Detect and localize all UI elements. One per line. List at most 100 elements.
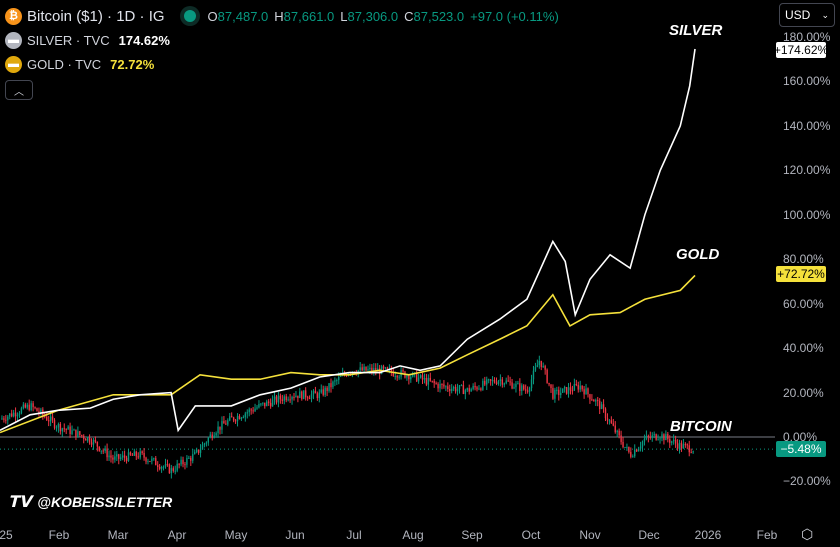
bitcoin-candle <box>211 434 213 438</box>
bitcoin-candle <box>669 439 671 443</box>
bitcoin-candle <box>106 448 108 458</box>
bitcoin-candle <box>563 387 566 389</box>
bitcoin-candle <box>229 416 231 421</box>
bitcoin-candle <box>452 387 455 389</box>
bitcoin-candle <box>104 448 106 451</box>
main-symbol-row[interactable]: ₿ Bitcoin ($1) · 1D · IG O87,487.0 H87,6… <box>5 4 559 28</box>
bitcoin-candle <box>26 404 28 408</box>
bitcoin-candle <box>478 388 480 390</box>
bitcoin-candle <box>523 385 525 390</box>
bitcoin-candle <box>458 385 461 390</box>
bitcoin-candle <box>180 459 182 465</box>
bitcoin-candle <box>38 411 40 414</box>
bitcoin-candle <box>18 413 21 415</box>
bitcoin-candle <box>34 407 36 409</box>
bitcoin-candle <box>690 452 692 454</box>
bitcoin-candle <box>480 388 482 390</box>
bitcoin-candle <box>75 429 77 438</box>
bitcoin-candle <box>262 402 264 404</box>
bitcoin-candle <box>552 388 554 399</box>
bitcoin-candle <box>61 428 64 432</box>
bitcoin-candle <box>608 420 611 422</box>
bitcoin-candle <box>133 451 136 456</box>
bitcoin-candle <box>162 466 165 468</box>
bitcoin-candle <box>410 376 412 380</box>
y-axis-label: 180.00% <box>783 30 831 45</box>
bitcoin-candle <box>361 367 363 371</box>
bitcoin-candle <box>558 389 560 396</box>
bitcoin-candle <box>338 376 340 381</box>
symbol-title[interactable]: Bitcoin ($1) · 1D · IG <box>27 7 165 25</box>
bitcoin-candle <box>602 404 605 409</box>
x-axis-label: Apr <box>167 528 187 542</box>
bitcoin-candle <box>182 459 184 465</box>
bitcoin-candle <box>84 438 87 441</box>
legend-item-silver[interactable]: ▬ SILVER · TVC 174.62% <box>5 28 559 52</box>
x-axis-label: Feb <box>48 528 70 542</box>
bitcoin-candle <box>503 383 505 385</box>
bitcoin-candle <box>55 427 58 429</box>
bitcoin-candle <box>585 388 587 395</box>
bitcoin-candle <box>544 366 546 370</box>
bitcoin-candle <box>326 387 328 391</box>
bitcoin-candle <box>246 412 248 414</box>
bitcoin-candle <box>295 395 297 398</box>
bitcoin-candle <box>168 464 171 474</box>
bitcoin-candle <box>225 423 227 425</box>
bitcoin-candle <box>649 436 651 438</box>
bitcoin-candle <box>164 464 167 467</box>
bitcoin-candle <box>515 383 517 388</box>
silver-bars-icon: ▬ <box>5 31 22 49</box>
bitcoin-candle <box>322 389 324 395</box>
bitcoin-candle <box>417 377 420 382</box>
bitcoin-candle <box>207 437 210 443</box>
bitcoin-candle <box>267 401 270 403</box>
bitcoin-candle <box>123 455 126 458</box>
currency-select[interactable]: USD ⌄ <box>779 3 835 27</box>
bitcoin-candle <box>686 444 688 446</box>
bitcoin-candle <box>127 452 130 461</box>
bitcoin-candle <box>412 372 414 377</box>
change-value: +97.0 (+0.11%) <box>470 8 559 24</box>
y-axis-label: 120.00% <box>783 163 831 178</box>
bitcoin-candle <box>626 446 628 448</box>
bitcoin-candle <box>511 382 513 389</box>
bitcoin-candle <box>349 373 352 375</box>
bitcoin-candle <box>176 463 178 471</box>
bitcoin-candle <box>676 443 679 449</box>
bitcoin-candle <box>581 385 583 390</box>
bitcoin-candle <box>230 416 233 418</box>
bitcoin-candle <box>647 435 650 437</box>
bitcoin-candle <box>240 417 243 420</box>
bitcoin-candle <box>316 393 319 399</box>
bitcoin-candle <box>462 385 465 395</box>
bitcoin-candle <box>486 379 488 385</box>
bitcoin-candle <box>312 390 315 395</box>
bitcoin-candle <box>67 426 69 430</box>
x-axis-label: Dec <box>638 528 660 542</box>
bitcoin-candle <box>505 380 507 384</box>
y-axis-label: 0.00% <box>783 430 818 444</box>
settings-gear-icon[interactable]: ⬡ <box>801 526 814 542</box>
bitcoin-candle <box>86 437 89 441</box>
bitcoin-candle <box>491 380 494 382</box>
bitcoin-candle <box>79 431 81 435</box>
bitcoin-candle <box>489 379 492 381</box>
bitcoin-candle <box>657 439 659 441</box>
ohlc-values: O87,487.0 H87,661.0 L87,306.0 C87,523.0 … <box>183 8 559 24</box>
legend-item-gold[interactable]: ▬ GOLD · TVC 72.72% <box>5 52 559 76</box>
market-status-icon <box>183 10 196 22</box>
bitcoin-candle <box>449 388 451 392</box>
annotation-silver: SILVER <box>669 22 723 39</box>
collapse-legend-button[interactable]: ︿ <box>5 80 33 100</box>
bitcoin-candle <box>637 448 640 452</box>
bitcoin-candle <box>94 439 97 442</box>
bitcoin-candle <box>120 457 122 459</box>
watermark: 𝗧𝗩 @KOBEISSILETTER <box>8 494 173 511</box>
silver-line <box>0 48 696 433</box>
bitcoin-candle <box>550 384 552 389</box>
bitcoin-candle <box>32 403 34 408</box>
bitcoin-candle <box>197 449 200 453</box>
y-axis-label: 40.00% <box>783 341 824 356</box>
